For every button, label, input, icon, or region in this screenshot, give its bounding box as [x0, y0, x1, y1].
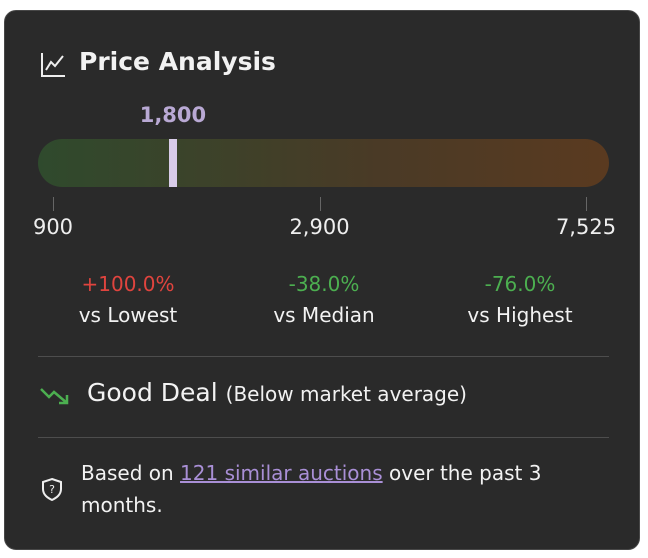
- verdict-note: (Below market average): [225, 382, 467, 406]
- comparison-label: vs Median: [273, 303, 375, 327]
- change-percent: -76.0%: [484, 272, 556, 296]
- tick-mark: [53, 197, 54, 211]
- price-marker: [168, 139, 177, 187]
- divider: [38, 356, 609, 357]
- comparison-label: vs Highest: [467, 303, 573, 327]
- divider: [38, 437, 609, 438]
- tick-mark: [319, 197, 321, 211]
- price-analysis-card: Price Analysis 1,800 Good Deal (Below ma…: [4, 10, 640, 550]
- comparison-label: vs Lowest: [78, 303, 178, 327]
- shield-icon: ?: [42, 477, 62, 501]
- price-range-bar: [38, 139, 609, 187]
- title: Price Analysis: [79, 47, 276, 76]
- tick-mark: [586, 197, 587, 211]
- verdict: Good Deal (Below market average): [87, 378, 467, 407]
- change-percent: +100.0%: [81, 272, 175, 296]
- verdict-title: Good Deal: [87, 378, 218, 407]
- footer-text: over the past 3 months.: [81, 461, 542, 517]
- footer-note: Based on 121 similar auctions over the p…: [81, 457, 611, 521]
- footer-text: Based on: [81, 461, 181, 485]
- change-percent: -38.0%: [288, 272, 360, 296]
- auctions-link[interactable]: 121 similar auctions: [180, 461, 383, 485]
- tick-label: 2,900: [289, 215, 350, 239]
- current-price: 1,800: [139, 103, 207, 127]
- trend-down-icon: [40, 388, 69, 405]
- tick-label: 7,525: [555, 215, 617, 239]
- chart-icon: [41, 53, 65, 77]
- svg-text:?: ?: [49, 483, 55, 496]
- tick-label: 900: [32, 215, 74, 239]
